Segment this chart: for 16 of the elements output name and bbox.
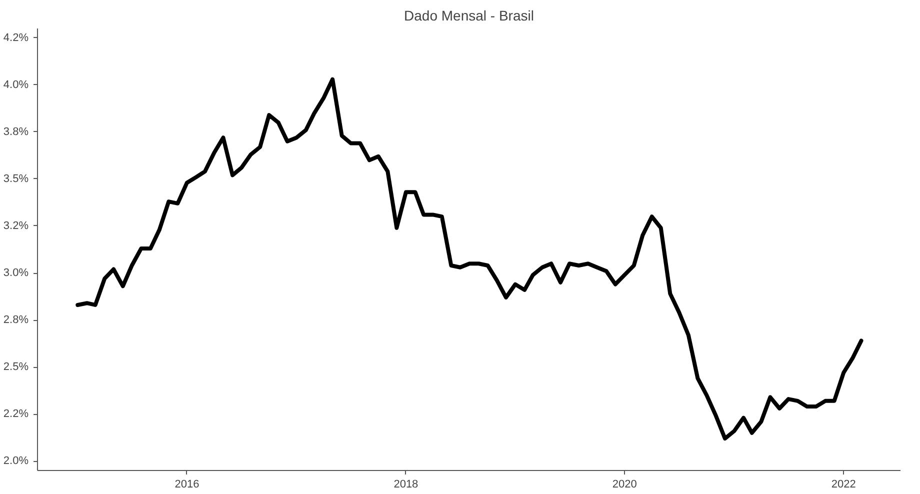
y-tick-label: 3.8%	[3, 126, 29, 138]
x-tick-label: 2016	[174, 478, 200, 490]
line-series	[76, 77, 864, 441]
y-tick-label: 3.0%	[3, 267, 29, 280]
y-tick-label: 2.5%	[3, 361, 29, 374]
chart-title: Dado Mensal - Brasil	[404, 8, 534, 24]
x-tick-label: 2022	[831, 478, 856, 490]
y-tick-label: 4.2%	[3, 32, 29, 44]
x-tick-label: 2020	[612, 478, 637, 490]
x-tick-label: 2018	[394, 478, 418, 490]
y-tick-label: 2.0%	[3, 455, 29, 468]
y-tick-label: 3.2%	[3, 220, 29, 232]
y-tick-label: 4.0%	[3, 78, 29, 91]
y-tick-label: 3.5%	[3, 172, 29, 185]
y-tick-label: 2.2%	[3, 408, 29, 420]
y-tick-label: 2.8%	[3, 314, 29, 326]
